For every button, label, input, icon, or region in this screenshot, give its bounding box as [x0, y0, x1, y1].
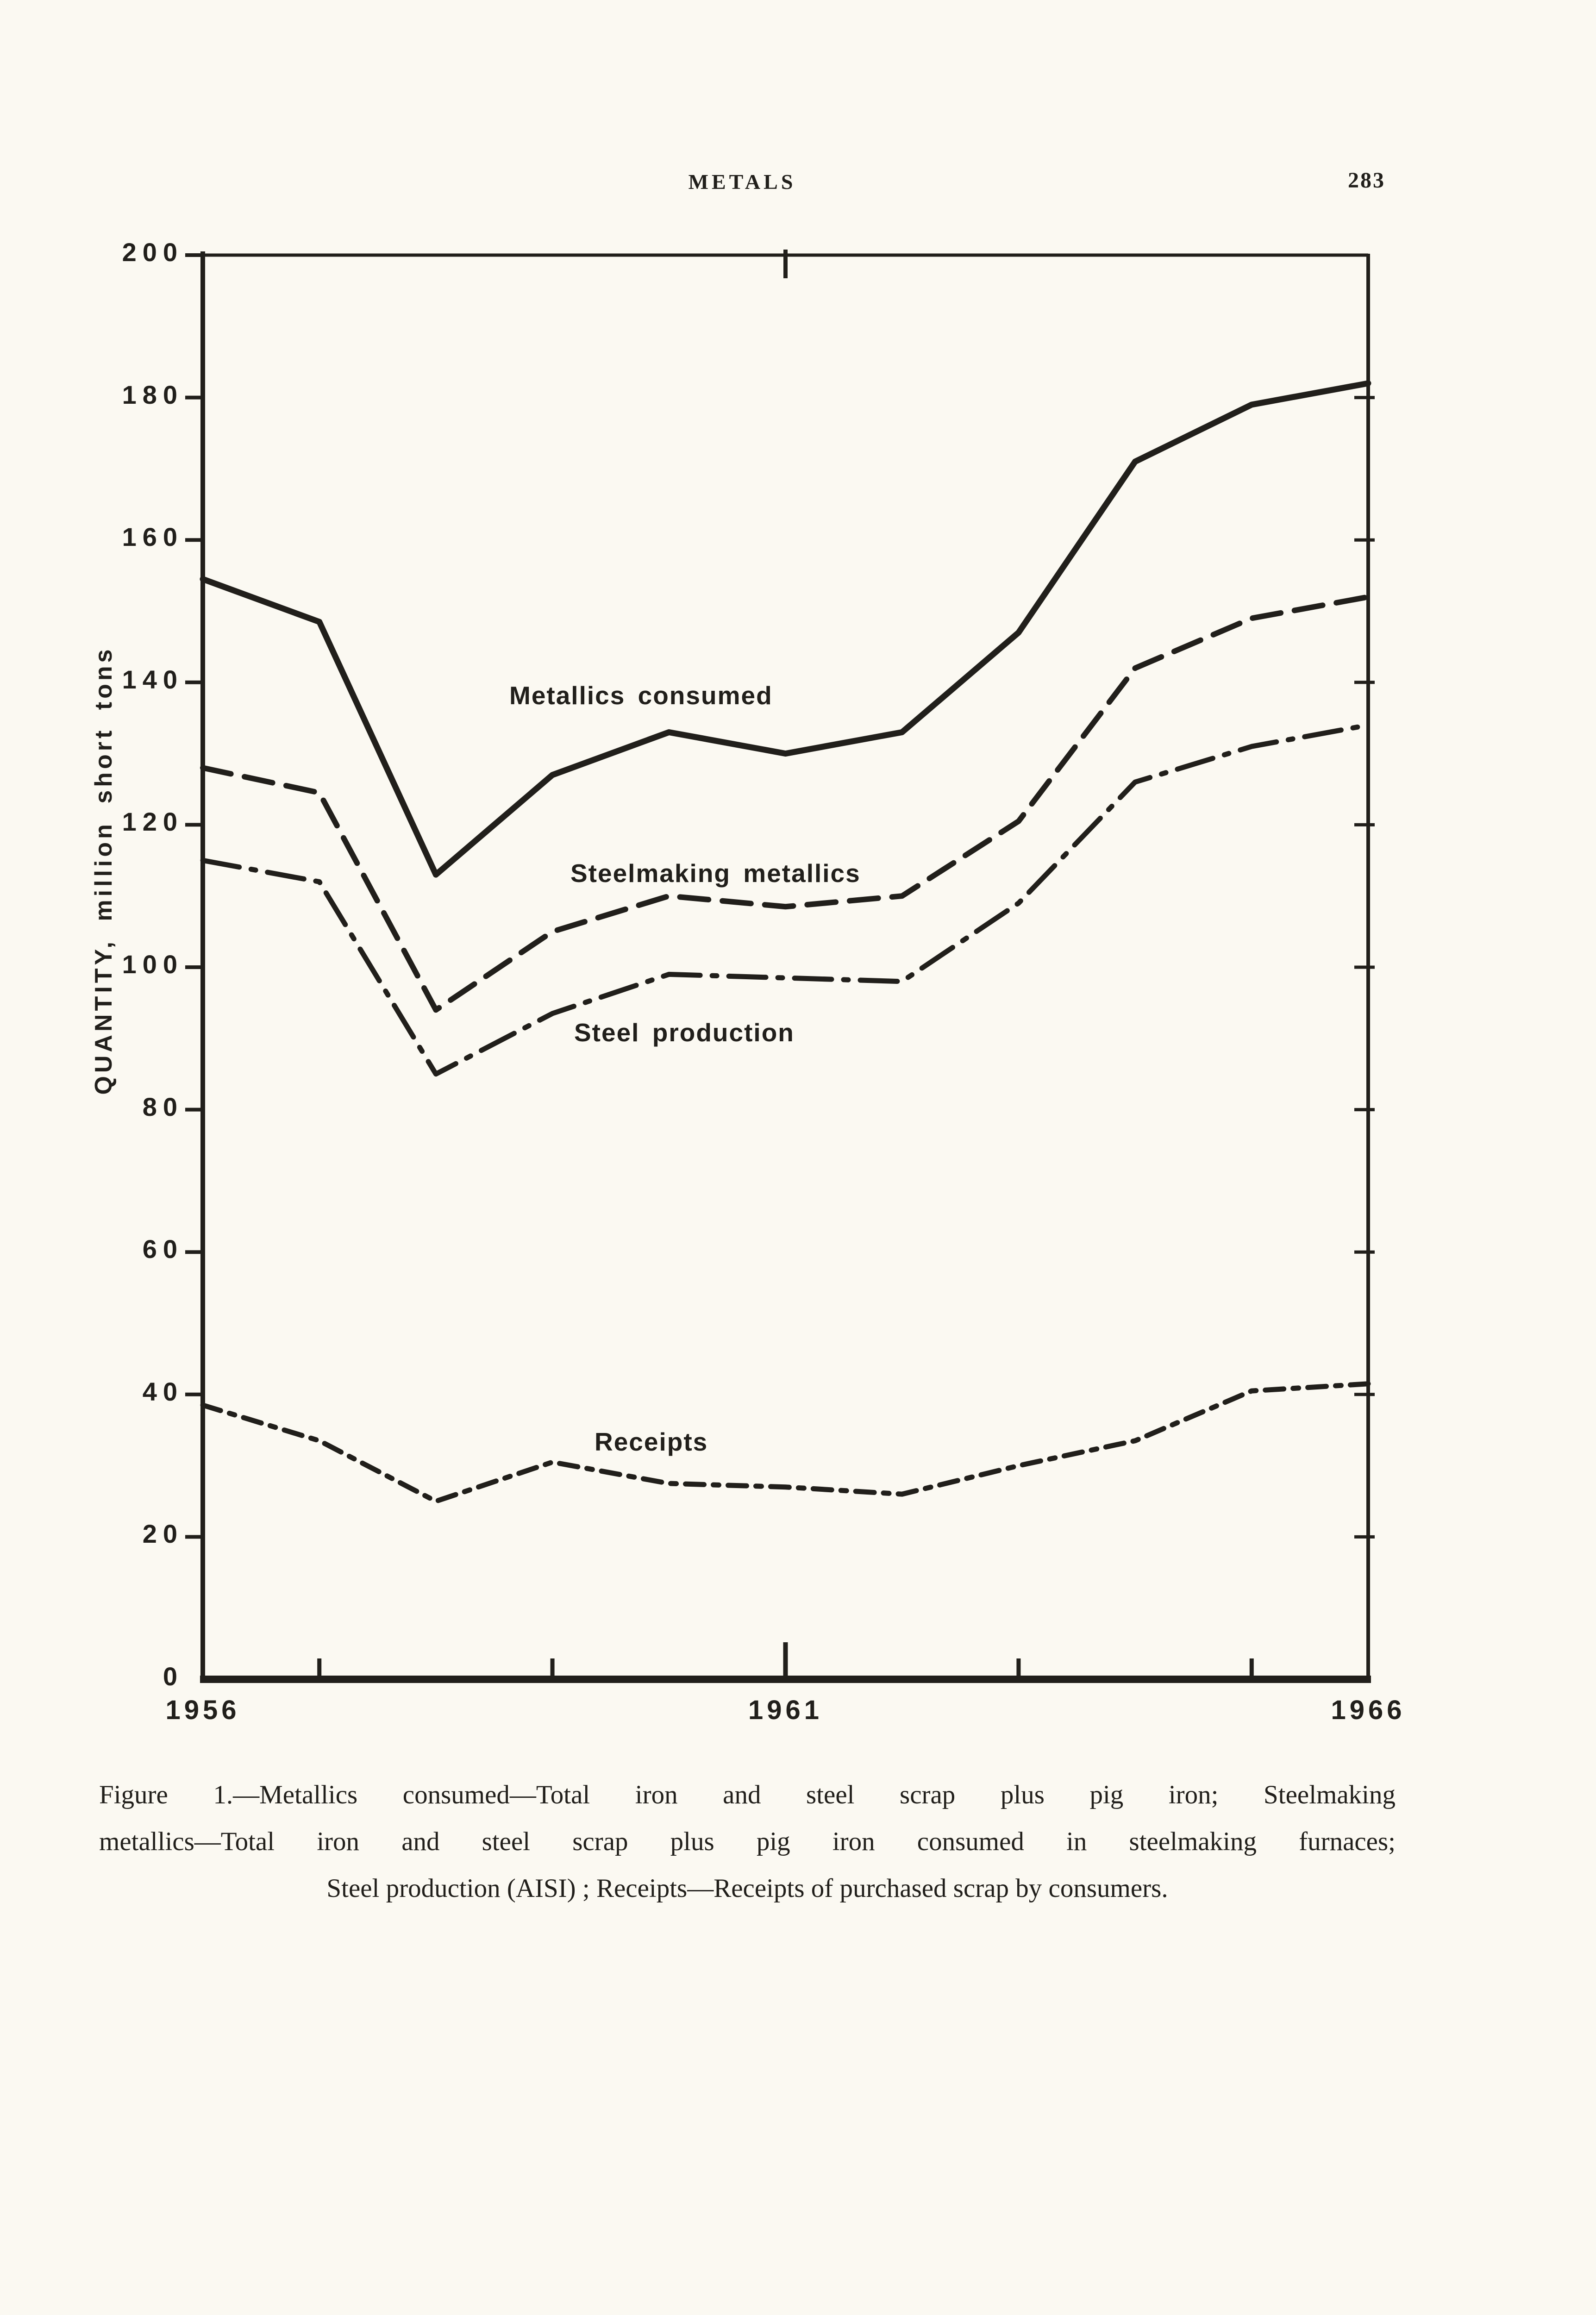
y-tick-label-160: 160: [122, 522, 183, 552]
series-line-steel-production: [200, 722, 1371, 1077]
series-line-metallics-consumed: [200, 380, 1371, 878]
figure-caption-line-3: Steel production (AISI) ; Receipts—Recei…: [326, 1874, 1168, 1903]
y-axis-title: QUANTITY, million short tons: [90, 646, 117, 1095]
y-tick-label-80: 80: [142, 1092, 183, 1121]
series-label-metallics-consumed: Metallics consumed: [509, 681, 773, 710]
x-tick-label-1956: 1956: [165, 1695, 240, 1725]
series-label-steel-production: Steel production: [574, 1018, 795, 1047]
y-tick-label-180: 180: [122, 380, 183, 409]
series-line-steelmaking-metallics: [200, 594, 1371, 1013]
y-tick-label-0: 0: [163, 1662, 183, 1691]
page-header-title: METALS: [688, 170, 796, 194]
x-tick-label-1961: 1961: [748, 1695, 823, 1725]
y-tick-label-140: 140: [122, 664, 183, 694]
series-label-steelmaking-metallics: Steelmaking metallics: [570, 859, 861, 888]
y-tick-label-20: 20: [142, 1519, 183, 1549]
x-tick-label-1966: 1966: [1331, 1695, 1406, 1725]
y-tick-label-60: 60: [142, 1234, 183, 1264]
figure-caption-line-2: metallics—Total iron and steel scrap plu…: [99, 1827, 1396, 1856]
figure-caption-line-1: Figure 1.—Metallics consumed—Total iron …: [99, 1780, 1396, 1809]
series-label-receipts: Receipts: [595, 1427, 708, 1456]
figure-caption: Figure 1.—Metallics consumed—Total iron …: [99, 1771, 1396, 1912]
y-tick-label-40: 40: [142, 1376, 183, 1406]
series-line-receipts: [200, 1381, 1371, 1504]
y-tick-label-100: 100: [122, 950, 183, 979]
y-tick-label-120: 120: [122, 807, 183, 837]
page-number: 283: [1348, 168, 1385, 193]
y-tick-label-200: 200: [122, 238, 183, 267]
